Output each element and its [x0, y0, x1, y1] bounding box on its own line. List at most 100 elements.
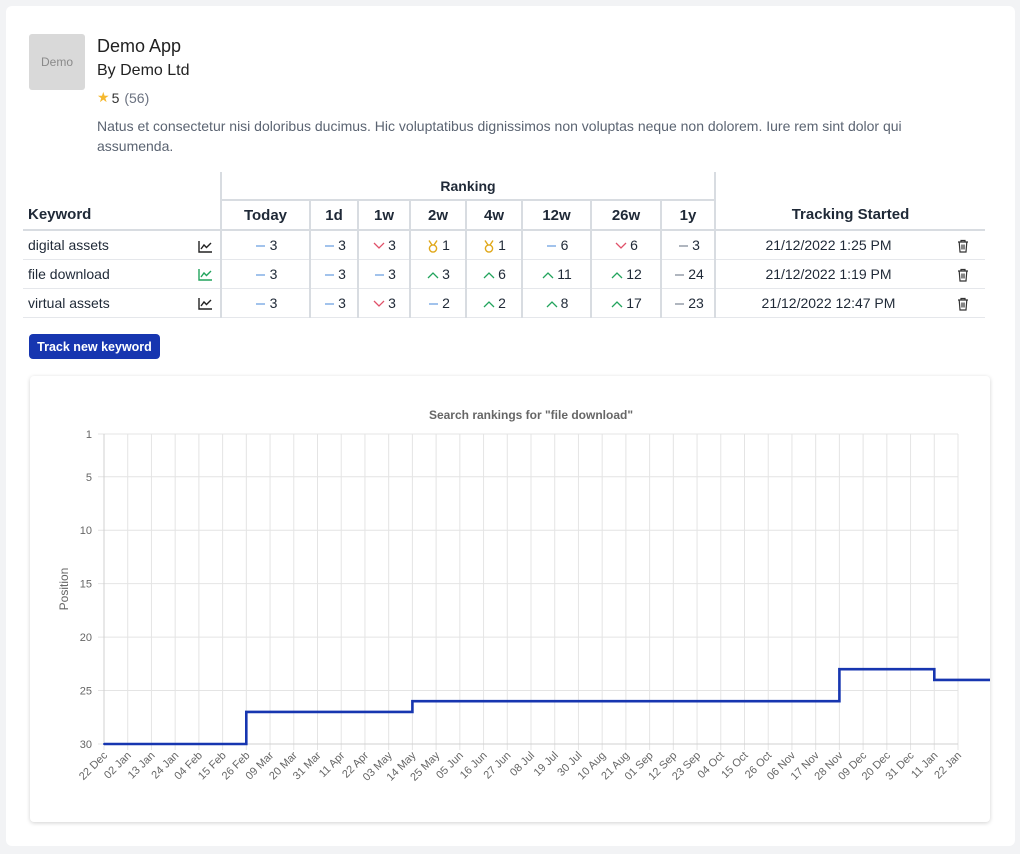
rank-value: 3	[338, 265, 346, 282]
rank-value: 3	[692, 236, 700, 253]
rank-cell: 11	[521, 259, 591, 288]
keyword-name: virtual assets	[28, 294, 110, 311]
rank-cell: 2	[465, 288, 522, 317]
trend-flat-icon	[372, 267, 386, 282]
trend-up-icon	[482, 296, 496, 311]
rank-cell: 3	[220, 288, 310, 317]
y-tick-label: 5	[86, 472, 92, 484]
trend-down-icon	[372, 296, 386, 311]
trend-up-icon	[545, 296, 559, 311]
trend-up-icon	[541, 267, 555, 282]
rank-cell: 2	[409, 288, 466, 317]
rank-value: 1	[498, 236, 506, 253]
rank-value: 3	[388, 294, 396, 311]
series-line	[104, 667, 990, 746]
x-tick-label: 22 Jan	[932, 750, 964, 782]
y-tick-label: 25	[80, 686, 92, 698]
rank-cell: 6	[590, 230, 661, 259]
app-name: Demo App	[97, 36, 182, 56]
table-row: virtual assets 3 3 3 2 2 8 17 23 21/12/2022 12:47…	[23, 288, 985, 317]
trash-icon	[958, 297, 968, 311]
keyword-header: Keyword	[28, 206, 92, 223]
col-1w: 1w	[357, 199, 410, 230]
rank-value: 3	[269, 294, 278, 311]
trend-up-icon	[610, 267, 624, 282]
show-chart-button[interactable]	[190, 230, 221, 259]
trash-icon	[958, 239, 968, 253]
col-26w: 26w	[590, 199, 661, 230]
rank-cell: 3	[357, 259, 410, 288]
col-1y: 1y	[660, 199, 716, 230]
y-axis-label: Position	[57, 568, 71, 611]
rank-value: 3	[442, 265, 450, 282]
trend-flat-icon	[426, 296, 440, 311]
chart-title: Search rankings for "file download"	[429, 408, 633, 422]
rating-value: 5	[111, 89, 120, 106]
chart-line-icon	[197, 269, 212, 281]
rank-cell: 3	[309, 288, 358, 317]
rank-value: 24	[688, 265, 704, 282]
data-point	[245, 710, 248, 713]
ranking-chart-card: Search rankings for "file download" Posit…	[30, 376, 990, 822]
rank-cell: 12	[590, 259, 661, 288]
keyword-name: file download	[28, 265, 110, 282]
medal-icon	[426, 238, 440, 253]
tracking-started: 21/12/2022 1:19 PM	[765, 265, 892, 282]
trend-down-icon	[372, 238, 386, 253]
delete-keyword-button[interactable]	[941, 230, 985, 259]
trend-flat-icon	[672, 296, 686, 311]
data-point	[411, 700, 414, 703]
data-point	[103, 743, 105, 745]
rank-value: 2	[498, 294, 506, 311]
rank-value: 6	[630, 236, 638, 253]
trend-flat-icon	[254, 238, 268, 253]
x-tick-label: 08 Jul	[508, 750, 537, 779]
chart-line-icon	[197, 240, 212, 253]
rank-value: 2	[442, 294, 450, 311]
rank-value: 17	[626, 294, 642, 311]
show-chart-button[interactable]	[190, 288, 221, 317]
rank-cell: 23	[660, 288, 716, 317]
ranking-group-header: Ranking	[220, 172, 716, 200]
show-chart-button[interactable]	[190, 259, 221, 288]
trend-up-icon	[482, 267, 496, 282]
col-1d: 1d	[309, 199, 358, 230]
trend-flat-icon	[322, 267, 336, 282]
keyword-name: digital assets	[28, 236, 109, 253]
rank-cell: 6	[521, 230, 591, 259]
rank-cell: 6	[465, 259, 522, 288]
col-12w: 12w	[521, 199, 591, 230]
rank-cell: 17	[590, 288, 661, 317]
col-2w: 2w	[409, 199, 466, 230]
rank-value: 1	[442, 236, 450, 253]
trend-flat-icon	[676, 238, 690, 253]
rank-value: 3	[338, 294, 346, 311]
rank-value: 8	[560, 294, 569, 311]
trend-flat-icon	[672, 267, 686, 282]
tracking-started-header: Tracking Started	[791, 206, 910, 223]
trend-flat-icon	[322, 238, 336, 253]
rank-cell: 1	[409, 230, 466, 259]
rank-value: 3	[388, 236, 396, 253]
track-new-keyword-button[interactable]: Track new keyword	[29, 334, 160, 359]
delete-keyword-button[interactable]	[941, 259, 985, 288]
app-rating: ★ 5 (56)	[97, 89, 149, 106]
rank-value: 3	[388, 265, 396, 282]
rank-cell: 8	[521, 288, 591, 317]
rank-value: 23	[688, 294, 704, 311]
app-description: Natus et consectetur nisi doloribus duci…	[97, 118, 902, 154]
rank-value: 6	[560, 236, 569, 253]
star-icon: ★	[97, 89, 110, 105]
rank-value: 11	[557, 265, 572, 282]
medal-icon	[482, 238, 496, 253]
y-tick-label: 30	[80, 739, 92, 751]
trend-flat-icon	[322, 296, 336, 311]
review-count: (56)	[124, 89, 150, 106]
data-point	[838, 668, 841, 671]
trend-flat-icon	[254, 267, 268, 282]
rank-value: 12	[626, 265, 642, 282]
y-tick-label: 1	[86, 429, 92, 441]
delete-keyword-button[interactable]	[941, 288, 985, 317]
trend-flat-icon	[545, 238, 559, 253]
rank-cell: 24	[660, 259, 716, 288]
